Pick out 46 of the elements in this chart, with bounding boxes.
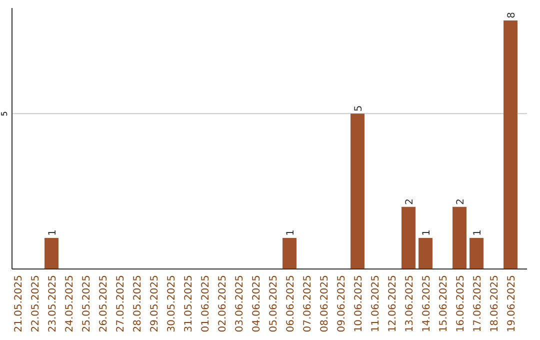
x-tick-label: 23.05.2025 xyxy=(48,275,58,332)
x-tick-label: 13.06.2025 xyxy=(404,275,416,332)
x-tick-label: 29.05.2025 xyxy=(150,275,160,332)
bar xyxy=(282,238,296,269)
data-label: 1 xyxy=(472,230,484,236)
x-tick-label: 14.06.2025 xyxy=(422,275,432,332)
data-label: 1 xyxy=(422,230,432,236)
x-tick-label: 01.06.2025 xyxy=(200,275,212,332)
x-tick-label: 09.06.2025 xyxy=(336,275,348,332)
bar xyxy=(44,238,58,269)
bar xyxy=(418,238,432,269)
x-tick-label: 19.06.2025 xyxy=(506,275,518,332)
data-label: 1 xyxy=(286,230,296,236)
bar xyxy=(470,238,484,269)
x-tick-label: 30.05.2025 xyxy=(166,275,178,332)
x-tick-label: 24.05.2025 xyxy=(64,275,76,332)
data-label: 8 xyxy=(506,12,518,18)
bar xyxy=(402,206,416,269)
x-tick-label: 06.06.2025 xyxy=(286,275,296,332)
x-tick-label: 16.06.2025 xyxy=(456,275,466,332)
data-label: 1 xyxy=(48,230,58,236)
x-tick-label: 02.06.2025 xyxy=(218,275,228,332)
x-tick-label: 25.05.2025 xyxy=(82,275,92,332)
x-tick-label: 15.06.2025 xyxy=(438,275,450,332)
bar xyxy=(504,20,518,269)
x-tick-label: 05.06.2025 xyxy=(268,275,280,332)
bar xyxy=(350,114,364,269)
x-tick-label: 26.05.2025 xyxy=(98,275,110,332)
x-tick-label: 03.06.2025 xyxy=(234,275,246,332)
x-tick-label: 31.05.2025 xyxy=(184,275,194,332)
data-label: 2 xyxy=(404,198,416,205)
x-tick-label: 04.06.2025 xyxy=(252,275,262,332)
x-tick-label: 21.05.2025 xyxy=(14,275,24,332)
x-tick-label: 18.06.2025 xyxy=(490,275,500,332)
x-tick-label: 11.06.2025 xyxy=(370,275,382,332)
x-tick-label: 17.06.2025 xyxy=(472,275,484,332)
bar xyxy=(452,206,466,269)
x-tick-label: 22.05.2025 xyxy=(30,275,42,332)
x-tick-label: 08.06.2025 xyxy=(320,275,330,332)
x-tick-label: 10.06.2025 xyxy=(354,275,364,332)
data-label: 5 xyxy=(354,105,364,112)
data-label: 2 xyxy=(456,198,466,205)
x-tick-label: 07.06.2025 xyxy=(302,275,314,332)
x-tick-label: 12.06.2025 xyxy=(388,275,398,332)
x-tick-label: 27.05.2025 xyxy=(116,275,126,332)
x-tick-label: 28.05.2025 xyxy=(132,275,144,332)
